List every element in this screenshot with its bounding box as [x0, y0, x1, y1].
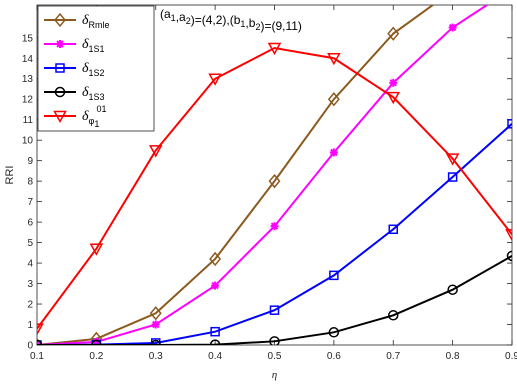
data-point-asterisk: [37, 341, 41, 345]
data-point-asterisk: [270, 222, 279, 231]
y-tick-label: 5: [27, 238, 33, 249]
data-point-square: [329, 270, 339, 281]
y-tick-label: 9: [27, 156, 33, 167]
data-point-circle: [91, 339, 102, 345]
legend-item: δ1S3: [44, 85, 105, 102]
legend-item: δRmle: [44, 12, 110, 30]
tick-labels: 0.1 0.2 0.3 0.4 0.5 0.6 0.7 0.8 0.90123456789101…: [22, 33, 517, 362]
data-point-triangle-down: [37, 323, 44, 336]
x-tick-label: 0.4: [208, 351, 222, 362]
data-point-diamond: [387, 26, 400, 41]
data-point-circle: [209, 339, 221, 345]
data-point-asterisk: [448, 23, 457, 32]
y-tick-label: 6: [27, 218, 33, 229]
data-point-square: [388, 224, 398, 235]
legend: δRmle δ1S1 δ1S2 δ1S3 δ 01 φ1: [37, 5, 155, 132]
data-point-circle: [150, 339, 161, 345]
x-axis-label: η: [272, 369, 277, 381]
y-tick-label: 15: [22, 33, 34, 44]
legend-item: δ 01 φ1: [44, 104, 107, 129]
data-point-diamond: [149, 306, 162, 321]
data-point-triangle-down: [148, 145, 163, 158]
data-point-triangle-down: [89, 243, 104, 256]
y-tick-label: 11: [23, 115, 34, 126]
x-tick-label: 0.2: [89, 351, 103, 362]
legend-label: δ1S1: [82, 37, 105, 54]
series-lines: [37, 5, 512, 345]
y-tick-label: 7: [27, 197, 33, 208]
data-point-asterisk: [56, 40, 64, 48]
data-point-triangle-down: [327, 53, 341, 66]
legend-label: δ1S2: [82, 61, 105, 78]
data-point-diamond: [268, 173, 281, 189]
data-point-asterisk: [329, 148, 338, 157]
y-tick-label: 0: [27, 341, 33, 352]
legend-item: δ1S2: [44, 61, 105, 78]
data-point-asterisk: [211, 281, 220, 290]
data-point-circle: [269, 336, 280, 345]
series-line: [37, 255, 512, 345]
data-point-triangle-down: [505, 229, 512, 242]
y-tick-label: 4: [27, 259, 33, 270]
x-tick-label: 0.7: [386, 351, 400, 362]
data-point-square: [55, 63, 65, 73]
data-point-triangle-down: [445, 153, 460, 166]
data-point-diamond: [327, 92, 340, 107]
data-point-circle: [506, 250, 512, 262]
data-point-circle: [388, 310, 399, 321]
y-tick-label: 1: [27, 320, 33, 331]
x-tick-label: 0.9: [505, 351, 517, 362]
legend-label: δRmle: [82, 13, 110, 30]
legend-label: δ1S3: [82, 85, 105, 102]
y-tick-label: 12: [22, 95, 34, 106]
y-tick-label: 3: [27, 279, 33, 290]
y-tick-label: 14: [22, 54, 34, 65]
y-tick-label: 8: [27, 177, 33, 188]
series-φ-group: [37, 42, 512, 336]
chart-annotation: (a1,a2)=(4,2),(b1,b2)=(9,11): [160, 7, 302, 33]
data-point-triangle-down: [208, 73, 222, 86]
data-point-circle: [328, 327, 340, 338]
y-tick-label: 10: [22, 136, 34, 147]
data-point-triangle-down: [53, 110, 67, 124]
series-line: [37, 5, 435, 345]
y-axis-label: RRI: [4, 166, 16, 185]
x-tick-label: 0.1: [30, 351, 44, 362]
data-point-triangle-down: [386, 91, 401, 105]
data-point-diamond: [54, 12, 66, 28]
data-point-triangle-down: [267, 42, 282, 56]
data-point-circle: [447, 284, 458, 295]
x-tick-label: 0.6: [327, 351, 341, 362]
series-1s3-group: [37, 250, 512, 345]
x-tick-label: 0.8: [446, 351, 460, 362]
axes: [36, 4, 513, 346]
x-tick-label: 0.3: [149, 351, 163, 362]
y-tick-label: 13: [22, 74, 34, 85]
data-point-square: [447, 172, 458, 182]
data-point-square: [507, 119, 512, 129]
series-line: [37, 46, 512, 330]
data-point-square: [210, 326, 220, 337]
data-point-diamond: [209, 251, 222, 267]
data-point-circle: [54, 86, 66, 98]
series-line: [37, 123, 512, 345]
x-tick-label: 0.5: [268, 351, 282, 362]
y-tick-label: 2: [27, 300, 33, 311]
data-point-square: [269, 305, 280, 315]
data-point-asterisk: [389, 78, 398, 87]
legend-item: δ1S1: [44, 37, 105, 54]
legend-label: δ 01 φ1: [82, 104, 107, 129]
data-point-asterisk: [151, 320, 160, 329]
